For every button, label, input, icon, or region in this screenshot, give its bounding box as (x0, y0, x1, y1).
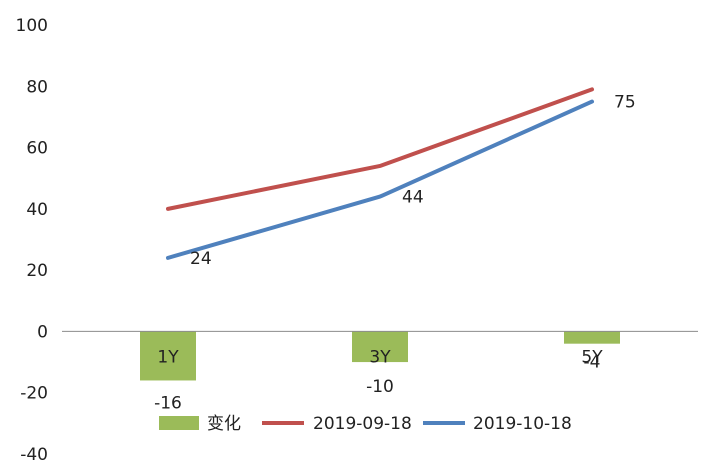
y-tick-label: 0 (37, 322, 48, 342)
y-tick-label: 100 (16, 16, 48, 36)
line-series (166, 87, 594, 260)
y-tick-label: -20 (20, 384, 48, 404)
bar-5Y (564, 331, 620, 344)
bar-data-label: -4 (584, 353, 601, 373)
line-data-label: 44 (402, 188, 424, 208)
legend-label-line-2: 2019-10-18 (473, 414, 572, 434)
y-tick-label: 40 (26, 200, 48, 220)
line-data-labels: 24 44 75 (190, 93, 636, 269)
bar-3Y (352, 331, 408, 363)
y-tick-label: 20 (26, 261, 48, 281)
line-data-label: 24 (190, 249, 212, 269)
legend: 变化 2019-09-18 2019-10-18 (159, 414, 572, 434)
category-label-1Y: 1Y (157, 347, 179, 367)
y-tick-label: 80 (26, 77, 48, 97)
legend-label-bar: 变化 (207, 414, 241, 434)
category-label-5Y: 5Y (581, 347, 603, 367)
legend-swatch-bar (159, 416, 199, 430)
y-tick-label: -40 (20, 445, 48, 465)
legend-label-line-1: 2019-09-18 (313, 414, 412, 434)
bar-data-labels: -16 -10 -4 (154, 353, 600, 414)
bar-data-label: -10 (366, 377, 394, 397)
category-label-3Y: 3Y (369, 347, 391, 367)
bar-data-label: -16 (154, 393, 182, 413)
bar-series (140, 331, 620, 381)
category-labels: 1Y 3Y 5Y (157, 347, 603, 367)
line-series-1 (166, 87, 594, 211)
bar-1Y (140, 331, 196, 381)
line-data-label: 75 (614, 93, 636, 113)
y-axis-ticks: -40 -20 0 20 40 60 80 100 (16, 16, 48, 465)
line-series-2 (166, 99, 594, 260)
y-tick-label: 60 (26, 139, 48, 159)
